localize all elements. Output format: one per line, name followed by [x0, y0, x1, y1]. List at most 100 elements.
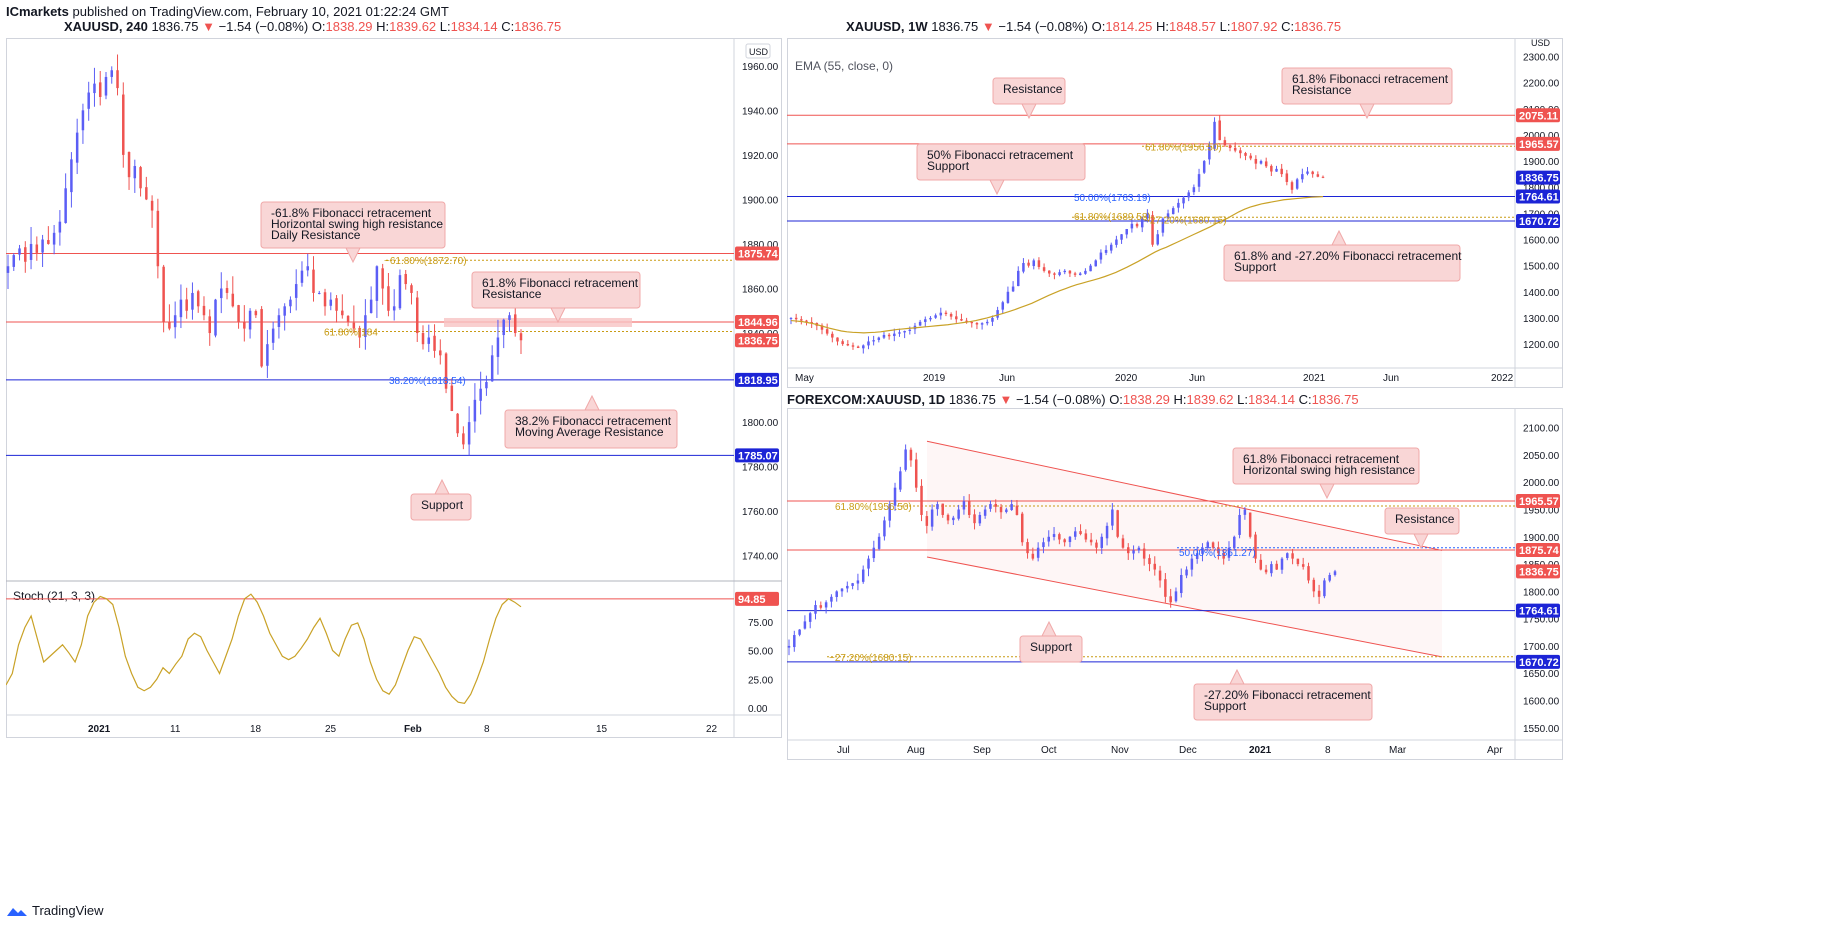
price-tag-text: 1965.57: [1519, 139, 1559, 151]
candle-body: [1161, 218, 1165, 233]
fib-label: 61.80%(1956.50): [835, 502, 912, 513]
y-tick-label: 1800.00: [1523, 183, 1560, 194]
candle-body: [1073, 273, 1077, 275]
tradingview-brand: TradingView: [32, 903, 104, 918]
candle-body: [836, 337, 839, 342]
daily-chart[interactable]: 1550.00 1600.00 1650.00 1700.00 1750.00 1800.…: [787, 408, 1563, 760]
candle-body: [803, 621, 807, 629]
candle-body: [1171, 208, 1175, 215]
candle-body: [439, 350, 442, 356]
candle-body: [1333, 571, 1337, 575]
candle-body: [893, 333, 896, 337]
price-tag-text: 1818.95: [738, 375, 778, 387]
candle-body: [1206, 542, 1210, 548]
callout-support[interactable]: Support: [410, 478, 472, 521]
callout-fib-resistance-pointer: [1359, 103, 1375, 120]
candle-body: [1115, 239, 1118, 245]
candle-body: [1047, 536, 1050, 542]
candle-body: [1125, 229, 1128, 235]
candle-body: [1307, 566, 1310, 581]
candle-body: [248, 310, 252, 330]
candle-body: [962, 501, 966, 510]
price-tag: 1965.57: [1516, 494, 1560, 509]
price-tag-bg: [1516, 136, 1560, 151]
callout-resistance[interactable]: Resistance: [1384, 507, 1460, 550]
candle-body: [1068, 270, 1072, 274]
callout-fib-resistance-text: Resistance: [1292, 83, 1352, 97]
price-tag: 1836.75: [735, 333, 779, 348]
candle-body: [1063, 539, 1066, 543]
candle-body: [1218, 120, 1221, 141]
y-tick-label: 1900.00: [1523, 157, 1560, 168]
callout-support[interactable]: Support: [1019, 620, 1083, 663]
candle-body: [1063, 270, 1066, 273]
callout-support-box: [1019, 635, 1083, 663]
candle-body: [312, 269, 315, 293]
candle-body: [1153, 563, 1157, 570]
y-tick-label: 1700.00: [1523, 642, 1560, 653]
candle-body: [260, 309, 263, 367]
callout-fib-support-2[interactable]: 61.8% and -27.20% Fibonacci retracementS…: [1223, 229, 1462, 282]
candle-body: [179, 299, 183, 318]
x-tick-label: 2019: [923, 373, 946, 384]
candle-body: [1223, 140, 1227, 146]
weekly-chart[interactable]: USD 1200.00 1300.00 1400.00 1500.00 1600.00 17…: [787, 38, 1563, 388]
candle-body: [1316, 174, 1320, 177]
price-tag-text: 1836.75: [738, 335, 778, 347]
candle-body: [404, 273, 407, 285]
y-tick-label: 2000.00: [1523, 131, 1560, 142]
candle-body: [810, 322, 813, 324]
callout-swing-high-text: Horizontal swing high resistance: [1243, 463, 1415, 477]
candle-body: [1135, 223, 1139, 227]
candle-body: [1058, 272, 1061, 276]
candle-body: [835, 591, 838, 598]
y-tick-label: 1740.00: [742, 552, 779, 563]
price-tag: 1785.07: [735, 448, 779, 463]
candle-body: [75, 132, 79, 163]
y-tick-label: 1880.00: [742, 240, 779, 251]
price-tag: 1836.75: [1516, 564, 1560, 579]
candle-body: [1227, 547, 1231, 558]
callout-fib-support-text: -27.20% Fibonacci retracement: [1204, 688, 1371, 702]
stoch-tick-label: 0.00: [748, 704, 768, 715]
candle-body: [908, 329, 912, 331]
candle-body: [410, 285, 413, 293]
candle-body: [1127, 547, 1130, 554]
price-tag-text: 1764.61: [1519, 191, 1559, 203]
candle-body: [1290, 182, 1294, 190]
y-tick-label: 1400.00: [1523, 288, 1560, 299]
candle-body: [1197, 174, 1201, 187]
candle-body: [1254, 158, 1258, 164]
callout-resistance[interactable]: Resistance: [992, 77, 1066, 120]
fib-label: −27.20%(1680.15): [1144, 216, 1227, 227]
candle-body: [467, 422, 471, 445]
candle-body: [1177, 202, 1180, 208]
price-tag-bg: [735, 333, 779, 348]
candle-body: [369, 299, 373, 314]
candle-body: [29, 243, 33, 260]
callout-fib-support-pointer: [1229, 668, 1245, 685]
candle-body: [300, 270, 304, 283]
x-tick-label: May: [795, 373, 814, 384]
price-tag-text: 1785.07: [738, 450, 778, 462]
candle-body: [24, 247, 27, 262]
y-tick-label: 1800.00: [1523, 587, 1560, 598]
candle-body: [1301, 564, 1305, 567]
price-tag: 1670.72: [1516, 214, 1560, 229]
stoch-label: Stoch (21, 3, 3): [13, 589, 95, 603]
candle-body: [1192, 187, 1196, 193]
down-arrow-icon: ▼: [999, 392, 1013, 407]
candle-body: [1116, 510, 1119, 537]
candle-body: [846, 343, 850, 346]
close-label: C:: [501, 19, 515, 34]
h4-chart[interactable]: USD1740.001760.001780.001800.001820.0018…: [6, 38, 782, 738]
candle-body: [1211, 542, 1215, 548]
candle-body: [872, 340, 875, 342]
